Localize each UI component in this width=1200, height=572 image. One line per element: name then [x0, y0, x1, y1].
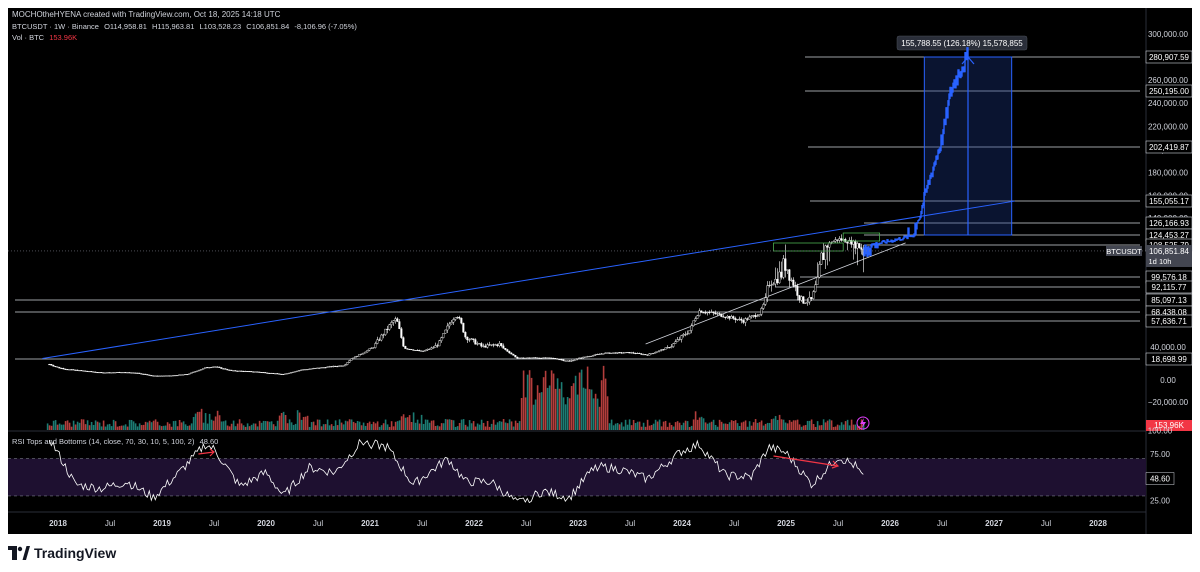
tradingview-logo-icon: [8, 546, 30, 560]
watermark-header: MOCHOtheHYENA created with TradingView.c…: [12, 10, 281, 19]
symbol-legend: BTCUSDT · 1W · Binance O114,958.81 H115,…: [12, 22, 357, 32]
volume-value: 153.96K: [49, 33, 78, 42]
volume-legend: Vol · BTC 153.96K: [12, 33, 77, 43]
volume-label: Vol · BTC: [12, 33, 45, 42]
brand-name: TradingView: [34, 545, 117, 561]
rsi-label: RSI Tops and Bottoms (14, close, 70, 30,…: [12, 437, 195, 446]
rsi-value: 48.60: [199, 437, 219, 446]
tradingview-logo: TradingView: [8, 545, 116, 561]
symbol-label: BTCUSDT · 1W · Binance: [12, 22, 99, 31]
chart-area[interactable]: [8, 8, 1192, 534]
high-value: H115,963.81: [151, 22, 195, 31]
rsi-legend: RSI Tops and Bottoms (14, close, 70, 30,…: [12, 437, 218, 447]
change-value: -8,106.96 (-7.05%): [294, 22, 357, 31]
low-value: L103,528.23: [199, 22, 242, 31]
close-value: C106,851.84: [246, 22, 290, 31]
open-value: O114,958.81: [104, 22, 147, 31]
